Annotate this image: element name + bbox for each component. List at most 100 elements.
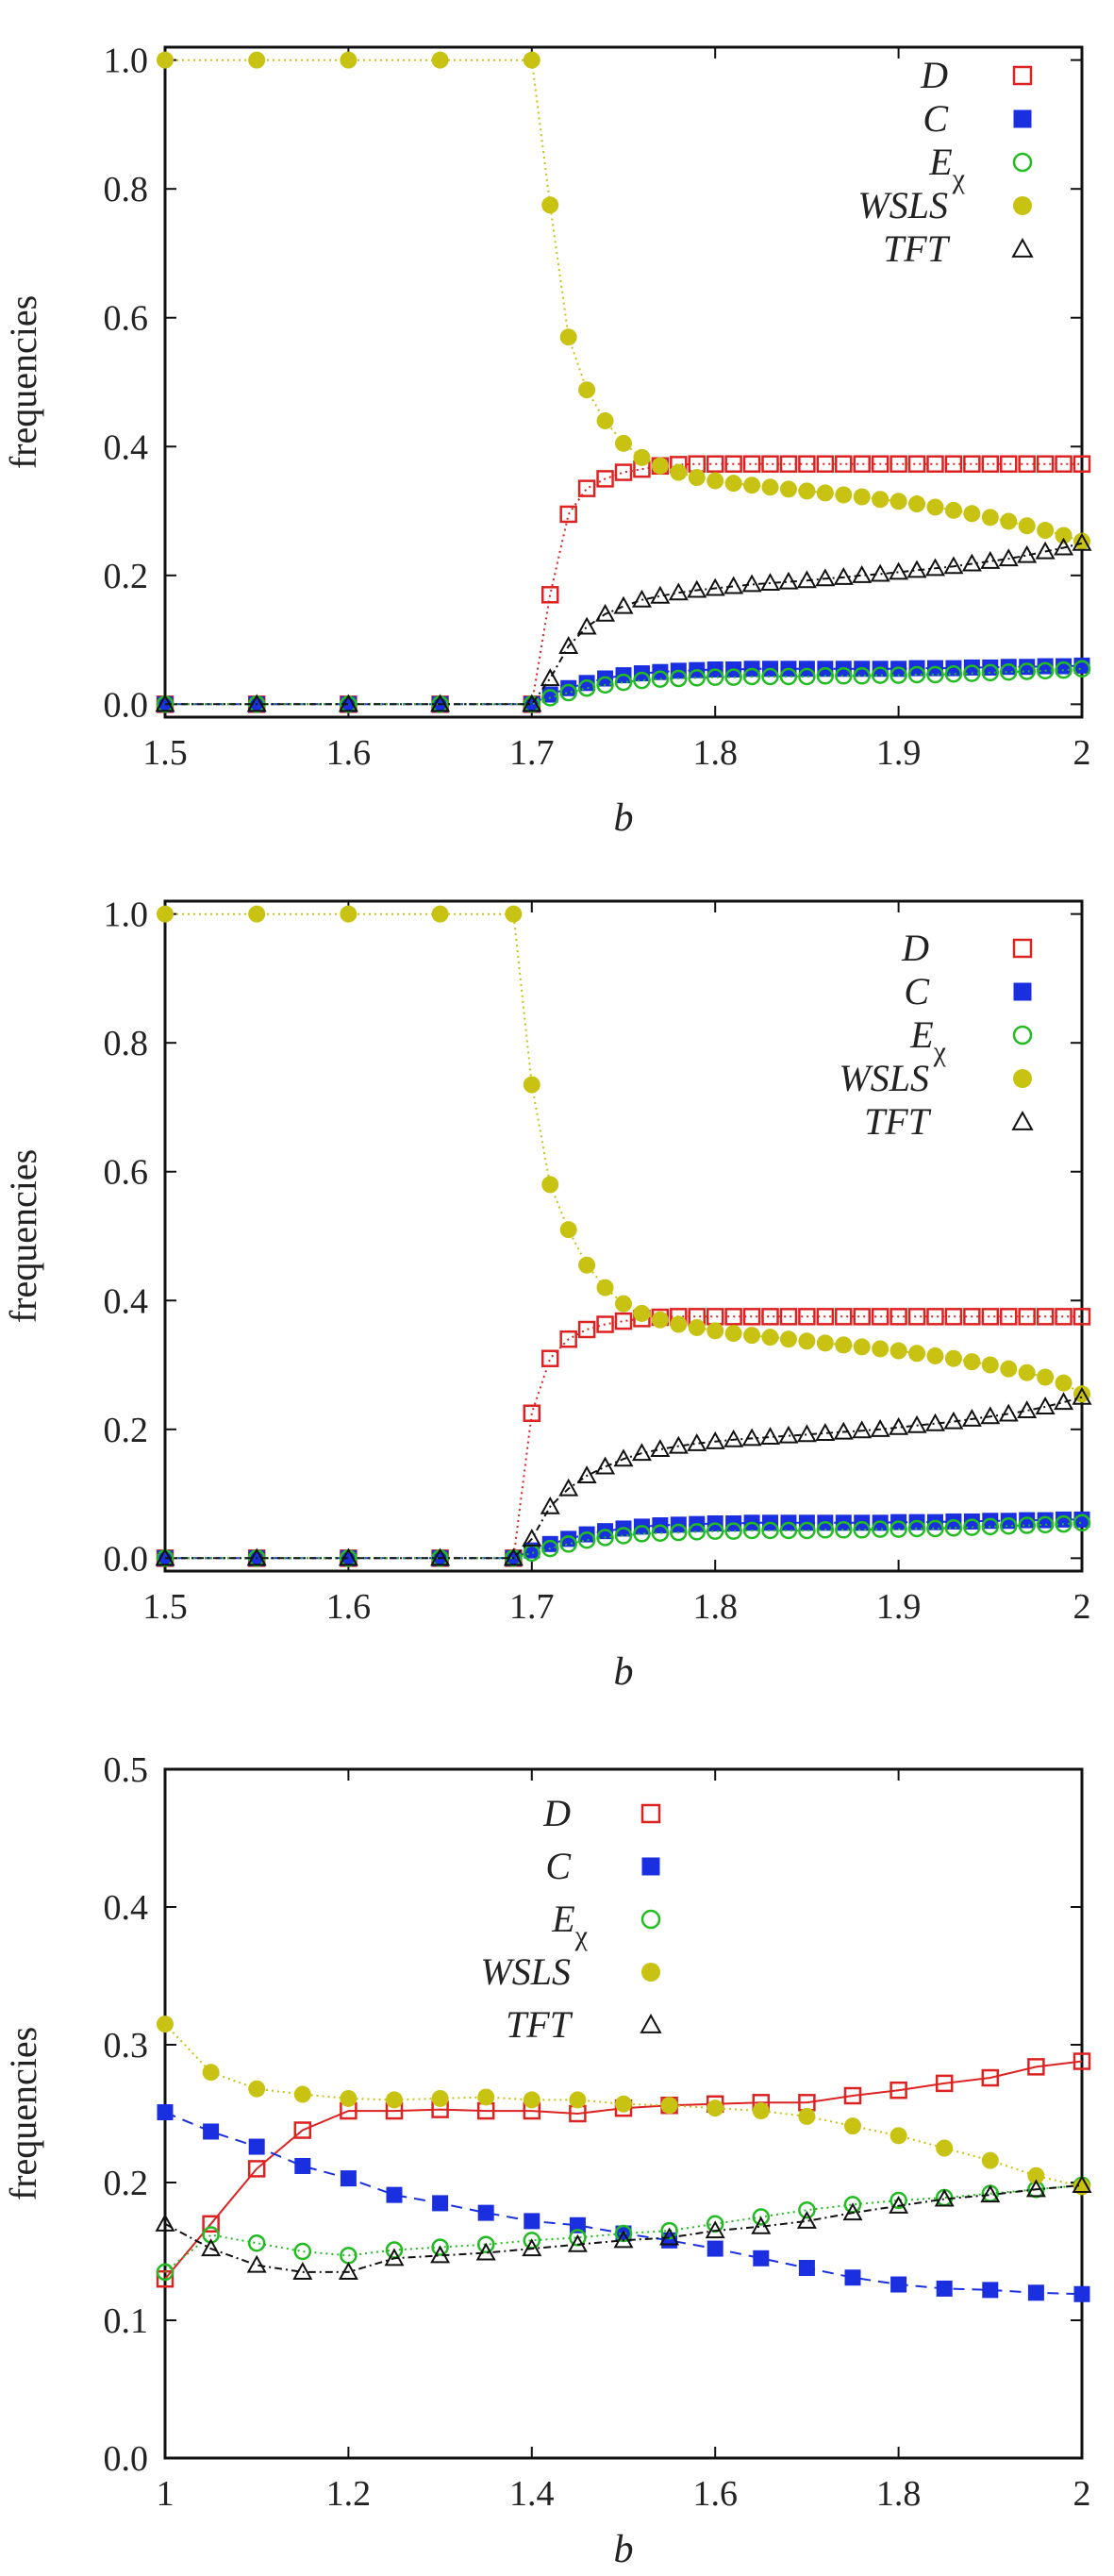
point-wsls: [981, 509, 999, 527]
point-tft: [934, 2188, 955, 2207]
point-e: [596, 676, 614, 694]
point-tft: [576, 1465, 597, 1484]
point-tft: [650, 1439, 671, 1458]
point-d: [724, 1308, 742, 1326]
point-d: [835, 455, 853, 473]
point-d: [890, 2081, 907, 2099]
plot-frame: [163, 45, 1084, 719]
legend-subscript: χ: [574, 1920, 589, 1951]
x-axis-title: b: [614, 796, 634, 840]
legend-marker-c: [1013, 109, 1032, 128]
point-tft: [631, 1443, 652, 1462]
y-tick-label: 0.2: [104, 557, 149, 596]
point-tft: [815, 1423, 836, 1441]
point-wsls: [779, 1330, 797, 1348]
y-tick-label: 0.3: [104, 2026, 149, 2066]
point-tft: [889, 1416, 909, 1435]
point-e: [540, 1539, 559, 1558]
point-d: [596, 1315, 614, 1333]
legend-label-d: D: [920, 54, 948, 96]
point-wsls: [853, 488, 871, 506]
legend-label-tft: TFT: [864, 1100, 932, 1143]
point-wsls: [1018, 517, 1036, 535]
point-tft: [852, 564, 873, 583]
point-wsls: [293, 2085, 311, 2103]
chart-bottom: 1 1.2 1.4 1.6 1.8 2 0.0 0.1 0.2 0.3 0.4 0.5 b frequen…: [2, 1750, 1092, 2571]
point-tft: [430, 1547, 451, 1566]
point-e: [293, 2242, 312, 2261]
y-tick-label: 0.2: [104, 1411, 149, 1450]
point-e: [835, 1521, 853, 1539]
legend-label-c: C: [923, 97, 949, 140]
point-wsls: [248, 51, 266, 69]
point-tft: [741, 574, 762, 593]
point-wsls: [872, 1340, 890, 1358]
point-d: [890, 455, 907, 473]
point-c: [578, 1526, 595, 1543]
point-e: [633, 1525, 651, 1543]
point-tft: [796, 1424, 817, 1443]
point-c: [798, 2260, 815, 2277]
point-d: [981, 1308, 1000, 1326]
point-wsls: [670, 1315, 688, 1333]
point-e: [926, 1519, 944, 1538]
point-d: [706, 1308, 724, 1326]
point-wsls: [615, 434, 632, 452]
point-wsls: [890, 1342, 907, 1360]
point-wsls: [615, 1295, 632, 1313]
legend-label-tft: TFT: [506, 2003, 574, 2046]
point-d: [779, 455, 798, 473]
y-tick-label: 1.0: [104, 42, 149, 81]
point-e: [1018, 662, 1036, 680]
point-d: [926, 1308, 944, 1326]
point-e: [670, 669, 688, 688]
point-wsls: [816, 484, 834, 502]
point-tft: [338, 2262, 358, 2280]
x-tick-label: 2: [1073, 733, 1091, 773]
point-wsls: [596, 411, 614, 429]
y-tick-label: 0.0: [104, 685, 149, 725]
point-wsls: [936, 2139, 954, 2157]
point-e: [156, 2263, 175, 2282]
point-e: [559, 1535, 577, 1553]
point-wsls: [633, 1304, 651, 1322]
point-c: [524, 2213, 540, 2230]
legend-marker-d: [1012, 65, 1033, 86]
point-c: [541, 1535, 558, 1552]
point-tft: [852, 1420, 873, 1439]
legend-marker-wsls: [1013, 196, 1032, 215]
point-e: [871, 1520, 890, 1538]
point-tft: [980, 2184, 1001, 2203]
series-tft: [155, 1386, 1092, 1566]
point-wsls: [981, 2151, 999, 2169]
point-wsls: [340, 905, 357, 923]
point-d: [944, 455, 963, 473]
x-tick-label: 1.9: [876, 1587, 922, 1627]
point-wsls: [596, 1279, 614, 1296]
point-e: [890, 666, 907, 684]
point-d: [1055, 455, 1072, 473]
legend-label-wsls: WSLS: [480, 1950, 571, 1993]
point-c: [1037, 658, 1054, 675]
point-e: [559, 683, 577, 702]
point-wsls: [844, 2117, 861, 2135]
point-wsls: [1018, 1363, 1036, 1381]
point-tft: [522, 694, 542, 712]
point-d: [1036, 455, 1055, 473]
point-tft: [668, 1435, 689, 1454]
point-e: [944, 1519, 963, 1537]
point-tft: [155, 694, 175, 712]
point-d: [577, 479, 596, 497]
point-d: [1027, 2058, 1045, 2076]
point-e: [1036, 1515, 1055, 1534]
point-tft: [540, 1496, 560, 1514]
point-c: [936, 2280, 953, 2297]
point-tft: [522, 2238, 542, 2257]
point-wsls: [541, 196, 559, 214]
point-wsls: [1027, 2166, 1045, 2184]
point-e: [853, 1521, 871, 1539]
x-axis-title: b: [614, 2528, 634, 2571]
point-tft: [1025, 2179, 1046, 2198]
point-wsls: [1073, 2178, 1090, 2196]
point-wsls: [688, 469, 706, 487]
